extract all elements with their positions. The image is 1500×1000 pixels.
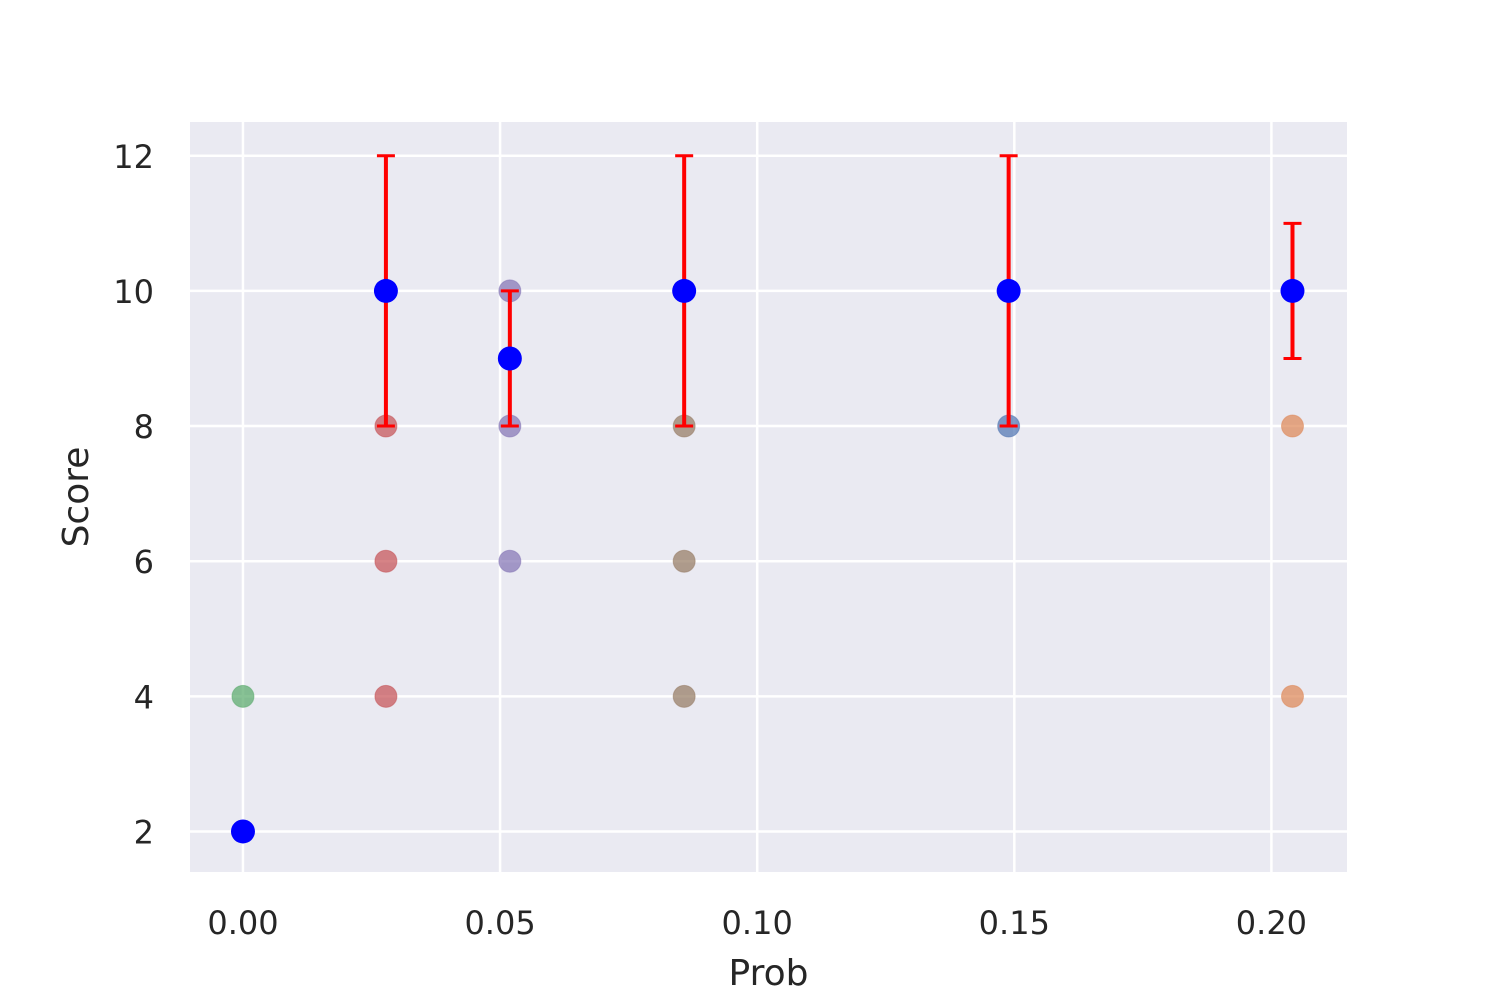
data-point	[1280, 414, 1304, 438]
y-tick-label: 2	[134, 813, 154, 851]
x-axis-label: Prob	[729, 953, 809, 994]
y-axis-label: Score	[56, 447, 97, 548]
data-point	[1280, 684, 1304, 708]
x-tick-label: 0.15	[979, 904, 1050, 942]
data-point	[498, 549, 522, 573]
y-tick-label: 6	[134, 543, 154, 581]
x-tick-label: 0.10	[722, 904, 793, 942]
data-point	[231, 684, 255, 708]
mean-points	[230, 278, 1305, 844]
mean-point	[373, 278, 398, 303]
x-tick-label: 0.20	[1236, 904, 1307, 942]
mean-point	[497, 346, 522, 371]
data-point	[672, 549, 696, 573]
x-tick-label: 0.05	[464, 904, 535, 942]
y-tick-label: 10	[113, 273, 154, 311]
y-tick-label: 12	[113, 138, 154, 176]
mean-point	[1280, 278, 1305, 303]
mean-point	[230, 819, 255, 844]
data-point	[374, 549, 398, 573]
y-tick-label: 4	[134, 678, 154, 716]
y-tick-labels: 2 4 6 8 10 12	[113, 138, 154, 852]
data-point	[672, 684, 696, 708]
mean-point	[996, 278, 1021, 303]
y-tick-label: 8	[134, 408, 154, 446]
data-point	[374, 684, 398, 708]
x-tick-label: 0.00	[207, 904, 278, 942]
x-tick-labels: 0.00 0.05 0.10 0.15 0.20	[207, 904, 1307, 942]
plot-area	[190, 122, 1347, 872]
data-points	[231, 279, 1304, 708]
mean-point	[672, 278, 697, 303]
